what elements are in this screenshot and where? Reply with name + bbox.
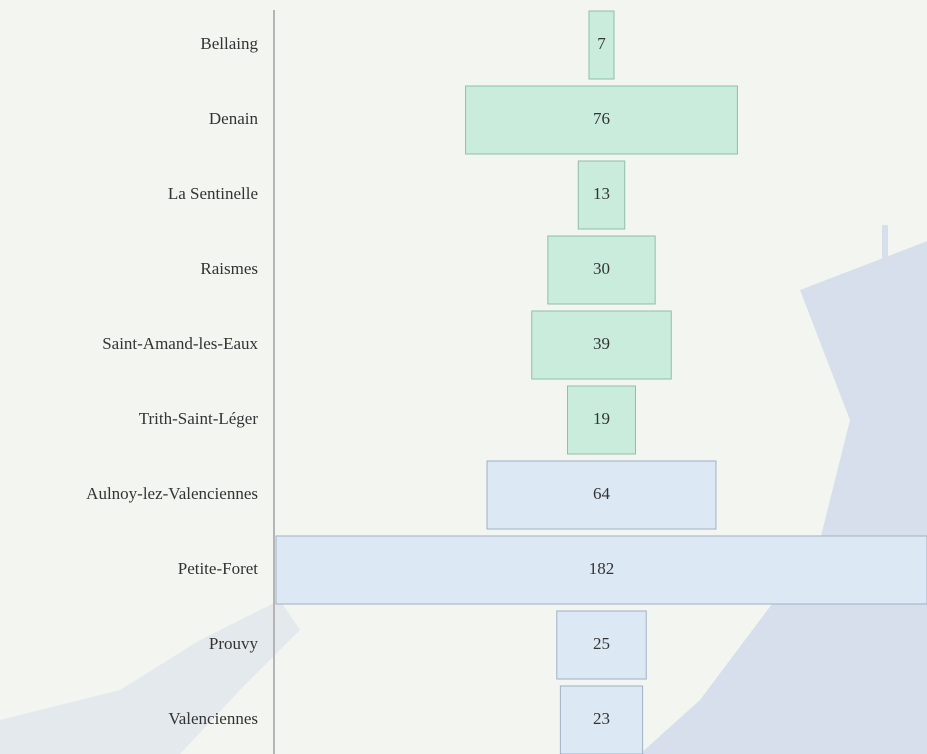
bar: [556, 610, 647, 680]
bar: [465, 85, 738, 155]
background-illustration: [0, 225, 927, 754]
bar: [559, 685, 644, 754]
bar-value-label: 182: [589, 559, 615, 578]
bar-value-label: 13: [593, 184, 610, 203]
bar-value-label: 23: [593, 709, 610, 728]
bar-value-label: 76: [593, 109, 610, 128]
category-label: Aulnoy-lez-Valenciennes: [86, 484, 258, 503]
bar-value-label: 19: [593, 409, 610, 428]
bar: [567, 385, 636, 455]
category-label: Bellaing: [200, 34, 258, 53]
bar-value-label: 30: [593, 259, 610, 278]
category-label: La Sentinelle: [168, 184, 258, 203]
category-label: Raismes: [200, 259, 258, 278]
bar: [547, 235, 656, 305]
bar-value-label: 7: [597, 34, 606, 53]
bar-value-label: 39: [593, 334, 610, 353]
category-label: Valenciennes: [168, 709, 258, 728]
bar: [486, 460, 717, 530]
bar-value-label: 64: [593, 484, 611, 503]
bar-value-label: 25: [593, 634, 610, 653]
bar: [275, 535, 927, 605]
category-label: Trith-Saint-Léger: [139, 409, 259, 428]
bar: [588, 10, 615, 80]
bar: [531, 310, 672, 380]
bar: [577, 160, 626, 230]
category-label: Denain: [209, 109, 259, 128]
category-label: Petite-Foret: [178, 559, 259, 578]
category-label: Prouvy: [209, 634, 259, 653]
category-label: Saint-Amand-les-Eaux: [102, 334, 258, 353]
